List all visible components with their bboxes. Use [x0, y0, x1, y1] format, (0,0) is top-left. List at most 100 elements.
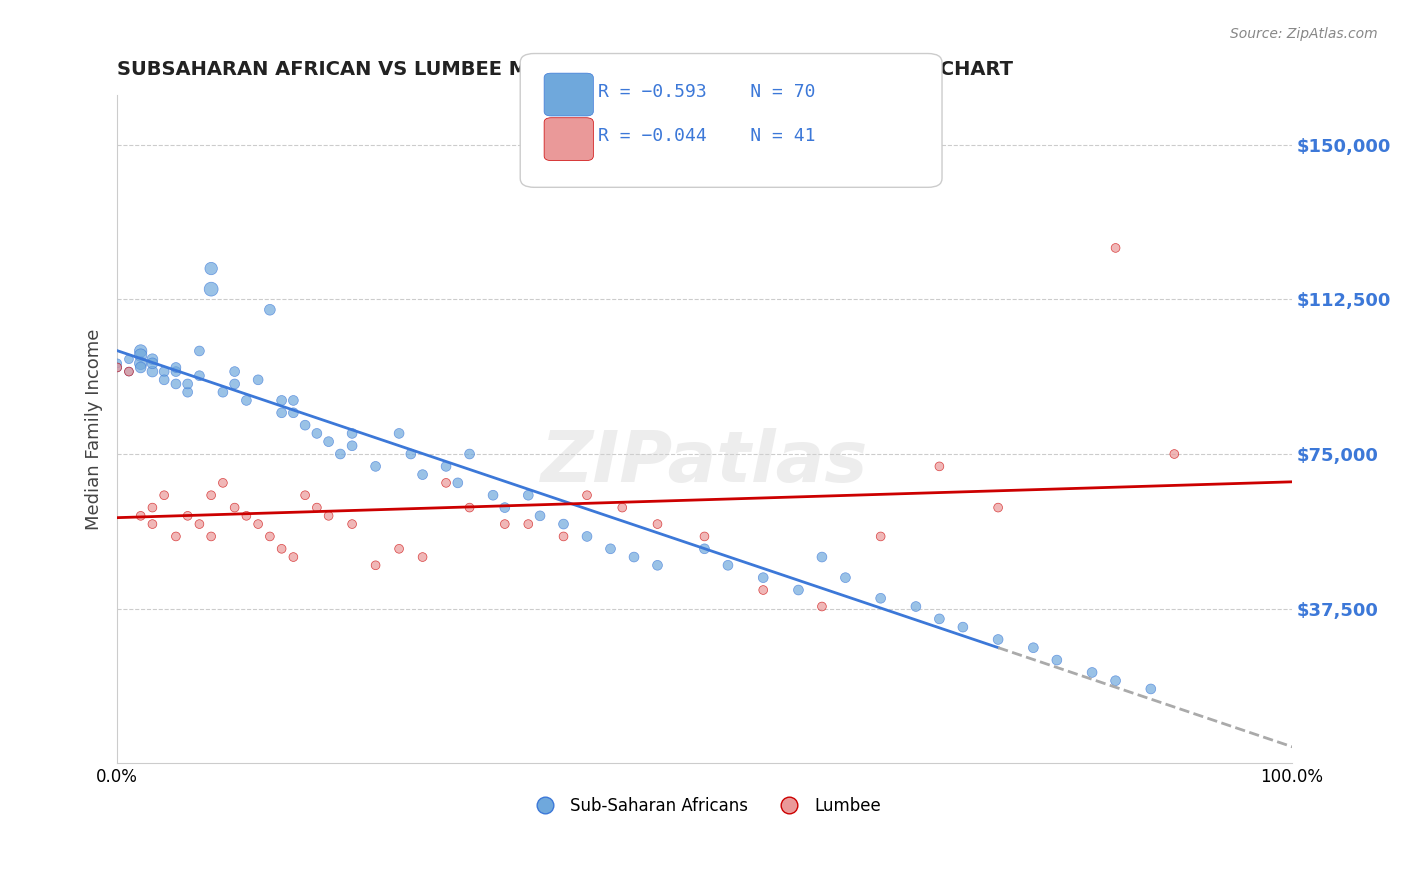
- Point: [576, 488, 599, 502]
- Point: [200, 261, 222, 276]
- Point: [693, 529, 716, 543]
- Legend: Sub-Saharan Africans, Lumbee: Sub-Saharan Africans, Lumbee: [522, 790, 887, 822]
- Point: [987, 500, 1010, 515]
- Point: [224, 365, 246, 379]
- Point: [458, 447, 481, 461]
- Point: [811, 599, 834, 614]
- Point: [235, 393, 257, 408]
- Point: [105, 356, 128, 370]
- Point: [517, 488, 540, 502]
- Point: [188, 368, 211, 383]
- Point: [283, 549, 305, 564]
- Point: [553, 517, 575, 532]
- Point: [1081, 665, 1104, 680]
- Point: [388, 541, 411, 556]
- Point: [305, 426, 328, 441]
- Text: Source: ZipAtlas.com: Source: ZipAtlas.com: [1230, 27, 1378, 41]
- Point: [259, 529, 281, 543]
- Point: [517, 517, 540, 532]
- Point: [188, 343, 211, 358]
- Point: [188, 517, 211, 532]
- Point: [129, 360, 152, 375]
- Point: [294, 488, 316, 502]
- Point: [494, 500, 516, 515]
- Point: [153, 373, 176, 387]
- Point: [235, 508, 257, 523]
- Point: [153, 488, 176, 502]
- Point: [987, 632, 1010, 647]
- Point: [200, 282, 222, 296]
- Point: [752, 571, 775, 585]
- Point: [212, 385, 235, 400]
- Point: [270, 406, 292, 420]
- Point: [340, 426, 363, 441]
- Point: [176, 385, 198, 400]
- Point: [553, 529, 575, 543]
- Point: [141, 356, 163, 370]
- Point: [869, 529, 891, 543]
- Point: [952, 620, 974, 634]
- Point: [153, 365, 176, 379]
- Point: [176, 508, 198, 523]
- Point: [283, 393, 305, 408]
- Point: [259, 302, 281, 317]
- Point: [212, 475, 235, 490]
- Point: [1140, 681, 1163, 696]
- Point: [318, 508, 340, 523]
- Point: [529, 508, 551, 523]
- Point: [364, 558, 387, 573]
- Point: [904, 599, 927, 614]
- Point: [1104, 241, 1126, 255]
- Point: [928, 459, 950, 474]
- Point: [176, 376, 198, 391]
- Point: [388, 426, 411, 441]
- Point: [141, 352, 163, 367]
- Point: [482, 488, 505, 502]
- Point: [141, 365, 163, 379]
- Y-axis label: Median Family Income: Median Family Income: [86, 328, 103, 530]
- Point: [200, 488, 222, 502]
- Point: [412, 549, 434, 564]
- Point: [340, 517, 363, 532]
- Point: [224, 376, 246, 391]
- Text: R = −0.044    N = 41: R = −0.044 N = 41: [598, 128, 815, 145]
- Text: ZIPatlas: ZIPatlas: [541, 428, 868, 497]
- Point: [329, 447, 352, 461]
- Point: [693, 541, 716, 556]
- Point: [434, 459, 457, 474]
- Point: [247, 373, 270, 387]
- Point: [364, 459, 387, 474]
- Point: [787, 582, 810, 597]
- Point: [1163, 447, 1185, 461]
- Point: [165, 360, 187, 375]
- Text: R = −0.593    N = 70: R = −0.593 N = 70: [598, 83, 815, 101]
- Point: [717, 558, 740, 573]
- Point: [318, 434, 340, 449]
- Point: [129, 508, 152, 523]
- Point: [647, 558, 669, 573]
- Point: [224, 500, 246, 515]
- Point: [129, 348, 152, 362]
- Point: [576, 529, 599, 543]
- Point: [834, 571, 856, 585]
- Point: [811, 549, 834, 564]
- Point: [141, 517, 163, 532]
- Point: [270, 541, 292, 556]
- Point: [340, 439, 363, 453]
- Point: [623, 549, 645, 564]
- Point: [599, 541, 621, 556]
- Point: [118, 365, 141, 379]
- Point: [752, 582, 775, 597]
- Point: [305, 500, 328, 515]
- Point: [494, 517, 516, 532]
- Point: [118, 352, 141, 367]
- Point: [434, 475, 457, 490]
- Point: [1104, 673, 1126, 688]
- Point: [165, 529, 187, 543]
- Point: [129, 356, 152, 370]
- Point: [200, 529, 222, 543]
- Point: [447, 475, 470, 490]
- Point: [165, 365, 187, 379]
- Point: [105, 360, 128, 375]
- Point: [1022, 640, 1045, 655]
